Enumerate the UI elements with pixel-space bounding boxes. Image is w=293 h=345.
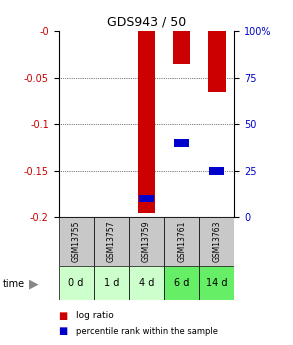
Text: percentile rank within the sample: percentile rank within the sample	[76, 327, 218, 336]
Text: 4 d: 4 d	[139, 278, 154, 288]
Title: GDS943 / 50: GDS943 / 50	[107, 16, 186, 29]
FancyBboxPatch shape	[129, 266, 164, 300]
Bar	[208, 31, 226, 92]
Text: log ratio: log ratio	[76, 311, 114, 320]
Text: 6 d: 6 d	[174, 278, 189, 288]
Bar	[174, 139, 189, 147]
Text: GSM13763: GSM13763	[212, 221, 221, 262]
Text: GSM13761: GSM13761	[177, 221, 186, 262]
FancyBboxPatch shape	[59, 217, 94, 266]
Text: ■: ■	[59, 311, 68, 321]
Text: GSM13757: GSM13757	[107, 221, 116, 262]
FancyBboxPatch shape	[59, 266, 94, 300]
Bar	[138, 31, 155, 213]
Bar	[173, 31, 190, 64]
Text: time: time	[3, 279, 25, 288]
FancyBboxPatch shape	[199, 266, 234, 300]
Text: GSM13755: GSM13755	[72, 221, 81, 262]
Text: 1 d: 1 d	[104, 278, 119, 288]
FancyBboxPatch shape	[94, 217, 129, 266]
Text: 14 d: 14 d	[206, 278, 228, 288]
Bar	[139, 195, 154, 203]
FancyBboxPatch shape	[129, 217, 164, 266]
Text: 0 d: 0 d	[69, 278, 84, 288]
Text: ■: ■	[59, 326, 68, 336]
FancyBboxPatch shape	[164, 217, 199, 266]
Bar	[209, 167, 224, 175]
FancyBboxPatch shape	[94, 266, 129, 300]
FancyBboxPatch shape	[164, 266, 199, 300]
Text: ▶: ▶	[29, 277, 39, 290]
FancyBboxPatch shape	[199, 217, 234, 266]
Text: GSM13759: GSM13759	[142, 221, 151, 262]
